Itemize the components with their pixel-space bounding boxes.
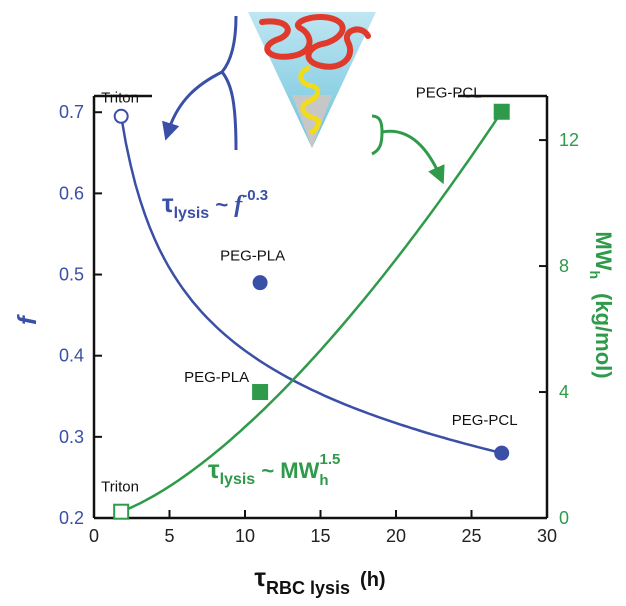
f-point-label: PEG-PCL bbox=[452, 412, 518, 429]
mw-data-point bbox=[493, 103, 510, 120]
x-axis-title: τRBC lysis (h) bbox=[254, 562, 385, 598]
micelle-cone-illustration bbox=[248, 12, 376, 148]
blue-eq-sup: -0.3 bbox=[242, 187, 268, 204]
blue-brace-arrow bbox=[168, 15, 238, 151]
x-title-symbol: τ bbox=[254, 562, 266, 592]
blue-eq-mid: ~ bbox=[209, 192, 234, 217]
green-fit-equation: τlysis ~ MWh 1.5 bbox=[208, 451, 340, 489]
curves-layer bbox=[119, 110, 503, 513]
y-left-tick-label: 0.4 bbox=[59, 346, 84, 366]
green-brace-arrow bbox=[371, 114, 440, 176]
blue-eq-tau: τ bbox=[162, 188, 174, 218]
blue-fit-equation: τlysis ~ f-0.3 bbox=[162, 187, 268, 222]
axes-layer: 0 5 10 15 20 25 30 0.2 0.3 0.4 0.5 0.6 0.7 0 4 8 12 bbox=[59, 102, 579, 546]
y-left-tick-label: 0.2 bbox=[59, 508, 84, 528]
y-right-tick-label: 4 bbox=[559, 382, 569, 402]
x-tick-label: 10 bbox=[235, 526, 255, 546]
y-right-title-main: MW bbox=[591, 231, 616, 270]
mw-point-label: PEG-PCL bbox=[416, 85, 482, 102]
green-eq-sup: 1.5 bbox=[320, 451, 341, 468]
points-layer: Triton PEG-PLA PEG-PCL Triton PEG-PLA PEG-PCL bbox=[101, 85, 518, 520]
x-tick-label: 20 bbox=[386, 526, 406, 546]
blue-eq-sub: lysis bbox=[174, 205, 210, 222]
y-right-axis-title: MWh (kg/mol) bbox=[587, 231, 616, 378]
green-eq-mid: ~ MW bbox=[255, 458, 319, 483]
mw-point-label: PEG-PLA bbox=[184, 369, 249, 386]
x-tick-label: 15 bbox=[310, 526, 330, 546]
f-data-point bbox=[113, 108, 129, 124]
f-point-label: PEG-PLA bbox=[220, 248, 285, 265]
y-left-tick-label: 0.5 bbox=[59, 265, 84, 285]
y-right-tick-label: 12 bbox=[559, 130, 579, 150]
mw-data-point bbox=[252, 384, 269, 401]
f-data-point bbox=[252, 275, 268, 291]
green-eq-tau: τ bbox=[208, 454, 220, 484]
f-fit-curve bbox=[119, 116, 503, 455]
y-right-tick-label: 0 bbox=[559, 508, 569, 528]
y-right-title-sub: h bbox=[587, 270, 603, 279]
y-right-title-unit: (kg/mol) bbox=[591, 293, 616, 379]
green-eq-sub2: h bbox=[319, 472, 328, 489]
mw-fit-curve bbox=[120, 110, 503, 513]
x-tick-label: 30 bbox=[537, 526, 557, 546]
x-title-unit: (h) bbox=[360, 569, 386, 591]
y-left-tick-label: 0.7 bbox=[59, 102, 84, 122]
y-left-tick-label: 0.6 bbox=[59, 183, 84, 203]
x-title-subscript: RBC lysis bbox=[266, 578, 350, 598]
mw-point-label: Triton bbox=[101, 479, 139, 496]
y-left-axis-title: f bbox=[12, 314, 42, 325]
f-point-label: Triton bbox=[101, 89, 139, 106]
x-tick-label: 0 bbox=[89, 526, 99, 546]
y-right-tick-label: 8 bbox=[559, 256, 569, 276]
x-tick-label: 5 bbox=[164, 526, 174, 546]
y-left-tick-label: 0.3 bbox=[59, 427, 84, 447]
f-data-point bbox=[494, 445, 510, 461]
green-eq-sub: lysis bbox=[220, 471, 256, 488]
blue-eq-var: f bbox=[234, 192, 244, 218]
x-tick-label: 25 bbox=[461, 526, 481, 546]
mw-data-point bbox=[113, 503, 130, 520]
